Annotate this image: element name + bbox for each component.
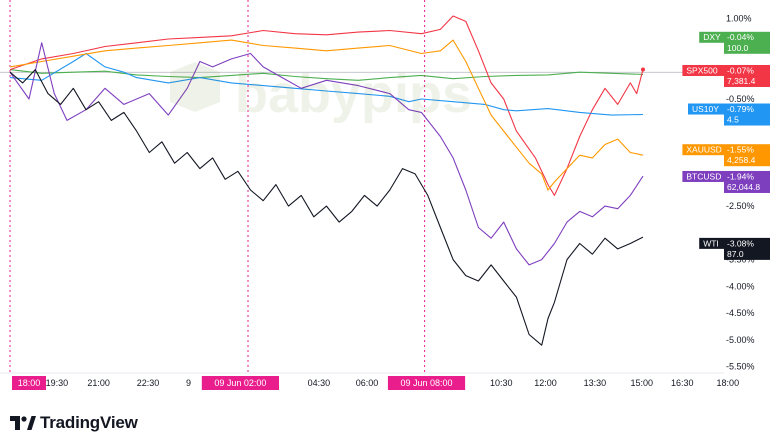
x-tick-label: 06:00 [356, 378, 379, 388]
x-tick-label: 18:00 [18, 378, 41, 388]
series-value-badge [724, 237, 770, 260]
babypips-watermark: babypips [150, 62, 550, 147]
series-pct-text: -3.08% [727, 238, 754, 248]
series-name-text: US10Y [692, 104, 719, 114]
series-label-us10y: US10Y -0.79%4.5 [688, 103, 770, 126]
series-pct-text: -1.55% [727, 145, 754, 155]
x-tick-label: 19:30 [46, 378, 69, 388]
x-tick-label: 04:30 [308, 378, 331, 388]
x-tick-label: 16:30 [671, 378, 694, 388]
x-tick-label: 21:00 [87, 378, 110, 388]
series-price-text: 4,258.4 [727, 155, 756, 165]
x-tick-label: 12:00 [534, 378, 557, 388]
series-value-badge [724, 31, 770, 54]
series-value-badge [724, 144, 770, 167]
series-pct-text: -0.79% [727, 104, 754, 114]
series-pct-text: -1.94% [727, 171, 754, 181]
chart-vertical-markers [0, 0, 724, 372]
series-line-xauusd[interactable] [9, 39, 644, 191]
series-label-xauusd: XAUUSD -1.55%4,258.4 [682, 144, 770, 167]
series-value-badge [724, 103, 770, 126]
tradingview-logo-icon [10, 416, 36, 430]
series-name-badge [682, 144, 724, 156]
series-name-badge [699, 31, 724, 43]
series-label-spx500: SPX500 -0.07%7,381.4 [682, 64, 770, 87]
tradingview-wordmark: TradingView [40, 413, 138, 432]
x-tick-label: 15:00 [630, 378, 653, 388]
series-name-badge [699, 237, 724, 249]
series-line-btcusd[interactable] [9, 42, 644, 266]
series-pct-text: -0.07% [727, 65, 754, 75]
series-name-text: XAUUSD [686, 145, 721, 155]
tradingview-brand[interactable]: TradingView [10, 411, 138, 435]
series-price-labels: DXY -0.04%100.0 SPX500 -0.07%7,381.4 US10Y -0… [682, 31, 770, 260]
series-line-wti[interactable] [9, 69, 644, 346]
y-tick-label: -5.50% [726, 362, 755, 372]
y-tick-label: -0.50% [726, 94, 755, 104]
y-tick-label: 1.00% [726, 14, 752, 24]
series-label-dxy: DXY -0.04%100.0 [699, 31, 770, 54]
series-name-text: WTI [703, 238, 719, 248]
x-tick-label: 09 Jun 02:00 [214, 378, 266, 388]
x-tick-highlight [387, 376, 466, 390]
series-name-text: SPX500 [686, 65, 717, 75]
series-pct-text: -0.04% [727, 32, 754, 42]
x-tick-label: 10:30 [490, 378, 513, 388]
series-price-text: 62,044.8 [727, 182, 760, 192]
x-tick-label: 13:30 [584, 378, 607, 388]
x-tick-label: 18:00 [717, 378, 740, 388]
y-tick-label: -5.00% [726, 335, 755, 345]
y-tick-label: -4.00% [726, 281, 755, 291]
x-tick-highlight [11, 376, 46, 390]
y-tick-label: -2.50% [726, 201, 755, 211]
series-value-badge [724, 64, 770, 87]
x-tick-highlight [201, 376, 280, 390]
watermark-text: babypips [235, 64, 472, 124]
y-tick-label: -4.50% [726, 308, 755, 318]
series-line-dxy[interactable] [9, 69, 644, 81]
series-price-text: 7,381.4 [727, 76, 756, 86]
series-line-spx500[interactable] [9, 15, 644, 196]
series-price-text: 100.0 [727, 43, 749, 53]
series-name-text: BTCUSD [686, 171, 721, 181]
series-last-point-spx500 [641, 67, 645, 72]
series-line-us10y[interactable] [9, 52, 644, 116]
series-price-text: 4.5 [727, 115, 739, 125]
series-name-badge [688, 103, 724, 115]
series-value-badge [724, 170, 770, 193]
x-axis: 18:00 19:30 21:00 22:30 9 09 Jun 02:00 04:30 06… [0, 372, 740, 390]
series-name-badge [682, 170, 724, 182]
x-tick-label: 9 [186, 378, 191, 388]
series-lines [9, 15, 645, 346]
x-tick-label: 22:30 [137, 378, 160, 388]
series-price-text: 87.0 [727, 249, 744, 259]
x-tick-label: 09 Jun 08:00 [400, 378, 452, 388]
series-label-btcusd: BTCUSD -1.94%62,044.8 [682, 170, 770, 193]
series-label-wti: WTI -3.08%87.0 [699, 237, 770, 260]
series-name-badge [682, 64, 724, 76]
series-name-text: DXY [703, 32, 721, 42]
